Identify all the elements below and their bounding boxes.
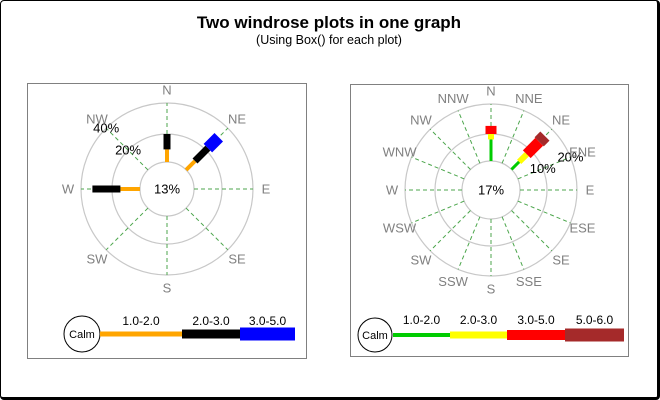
ring-label: 10%	[530, 161, 556, 176]
direction-spoke-SSE	[501, 216, 525, 270]
direction-label-WNW: WNW	[383, 145, 418, 160]
direction-spoke-ENE	[517, 156, 571, 180]
direction-spoke-NW	[429, 128, 471, 170]
legend-bin-label: 2.0-3.0	[460, 313, 498, 327]
direction-spoke-SW	[105, 207, 149, 251]
direction-spoke-NNE	[501, 110, 525, 164]
wind-bar-segment	[485, 125, 497, 134]
wind-bar-segment	[203, 132, 224, 153]
ring-label: 20%	[557, 150, 583, 165]
legend-calm-label: Calm	[69, 329, 95, 341]
direction-label-NE: NE	[552, 112, 570, 127]
direction-label-S: S	[487, 282, 496, 297]
legend-bar	[240, 327, 295, 341]
wind-bar-segment	[184, 159, 197, 172]
direction-label-SE: SE	[228, 252, 246, 267]
direction-label-ESE: ESE	[569, 220, 595, 235]
wind-bar-segment	[92, 185, 121, 193]
legend-bar	[507, 330, 565, 340]
direction-spoke-NNW	[457, 110, 481, 164]
legend-bin-label: 3.0-5.0	[249, 314, 287, 328]
wind-bar-segment	[534, 131, 550, 147]
legend-bin-label: 2.0-3.0	[192, 314, 230, 328]
direction-spoke-ESE	[517, 200, 571, 224]
direction-label-NW: NW	[86, 111, 108, 126]
direction-label-WSW: WSW	[383, 220, 417, 235]
direction-label-SW: SW	[411, 253, 433, 268]
legend-bar	[565, 328, 624, 342]
legend-bin-label: 1.0-2.0	[122, 314, 160, 328]
legend-bar	[450, 331, 507, 339]
direction-spoke-WSW	[411, 200, 465, 224]
legend-bar	[100, 331, 182, 337]
direction-label-NE: NE	[228, 111, 246, 126]
direction-label-SW: SW	[87, 252, 109, 267]
wind-bar-segment	[510, 160, 521, 171]
direction-spoke-SW	[429, 210, 471, 252]
legend-bin-label: 1.0-2.0	[403, 313, 441, 327]
figure-title: Two windrose plots in one graph	[196, 13, 462, 32]
direction-label-S: S	[163, 281, 172, 296]
wind-bar-N	[485, 125, 497, 161]
direction-spoke-WNW	[411, 156, 465, 180]
direction-spoke-NW	[105, 127, 149, 171]
direction-label-E: E	[586, 183, 595, 198]
legend-calm-label: Calm	[362, 330, 388, 342]
center-calm-label: 13%	[154, 182, 180, 197]
direction-label-NNE: NNE	[515, 91, 543, 106]
direction-spoke-SE	[511, 210, 553, 252]
direction-spoke-SSW	[457, 216, 481, 270]
direction-label-NNW: NNW	[438, 91, 470, 106]
wind-bar-NE	[184, 132, 224, 172]
ring-label: 20%	[115, 143, 141, 158]
direction-label-N: N	[162, 84, 171, 98]
direction-spoke-SE	[185, 207, 229, 251]
legend-bar	[182, 329, 240, 339]
wind-bar-segment	[163, 134, 171, 150]
wind-bar-segment	[488, 134, 494, 140]
windrose-left: 20% 40% 13% N NE E SE S SW W NW Calm 1.0-2.0 2.0-3.0 3…	[62, 84, 295, 353]
direction-label-ENE: ENE	[569, 145, 596, 160]
legend-bin-label: 3.0-5.0	[517, 313, 555, 327]
wind-bar-W	[92, 185, 141, 193]
legend-calm-circle	[357, 317, 393, 353]
direction-label-N: N	[486, 85, 495, 99]
wind-bar-segment	[165, 149, 169, 162]
direction-label-E: E	[262, 182, 271, 197]
windrose-right: 10%20% 17% N NNE NE ENE E ESE SE SSE S SSW SW WSW W WNW…	[357, 85, 624, 353]
direction-label-SE: SE	[552, 253, 570, 268]
direction-label-SSE: SSE	[516, 274, 542, 289]
wind-bar-segment	[522, 137, 544, 159]
wind-bar-segment	[489, 139, 493, 161]
wind-bar-segment	[517, 152, 529, 164]
wind-bar-N	[163, 134, 171, 162]
left-windrose-panel: 20% 40% 13% N NE E SE S SW W NW Calm 1.0-2.0 2.0-3.0 3…	[27, 83, 307, 359]
center-calm-label: 17%	[478, 183, 504, 198]
legend-bar	[393, 333, 450, 337]
ring-label: 40%	[93, 121, 119, 136]
figure-subtitle: (Using Box() for each plot)	[256, 33, 402, 47]
wind-bar-NE	[510, 131, 550, 171]
direction-label-NW: NW	[410, 112, 432, 127]
wind-bar-segment	[120, 187, 141, 191]
direction-label-W: W	[386, 183, 399, 198]
wind-bar-segment	[192, 145, 211, 164]
direction-label-W: W	[62, 182, 75, 197]
direction-label-SSW: SSW	[438, 274, 468, 289]
legend-bin-label: 5.0-6.0	[576, 313, 614, 327]
right-windrose-panel: 10% 20% 17% N NNE NE ENE E ESE SE SSE S SSW SW WSW W WNW…	[350, 84, 629, 357]
